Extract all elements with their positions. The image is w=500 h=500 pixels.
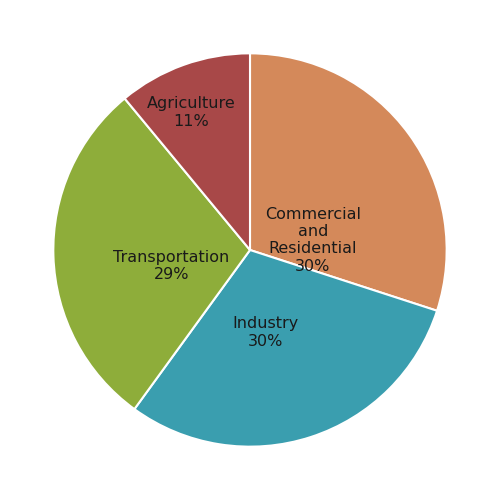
Text: Commercial
and
Residential
30%: Commercial and Residential 30% [265,206,361,274]
Wedge shape [54,98,250,409]
Wedge shape [250,54,446,311]
Wedge shape [124,54,250,250]
Text: Industry
30%: Industry 30% [232,316,299,349]
Text: Agriculture
11%: Agriculture 11% [146,96,236,128]
Text: Transportation
29%: Transportation 29% [113,250,230,282]
Wedge shape [134,250,437,446]
